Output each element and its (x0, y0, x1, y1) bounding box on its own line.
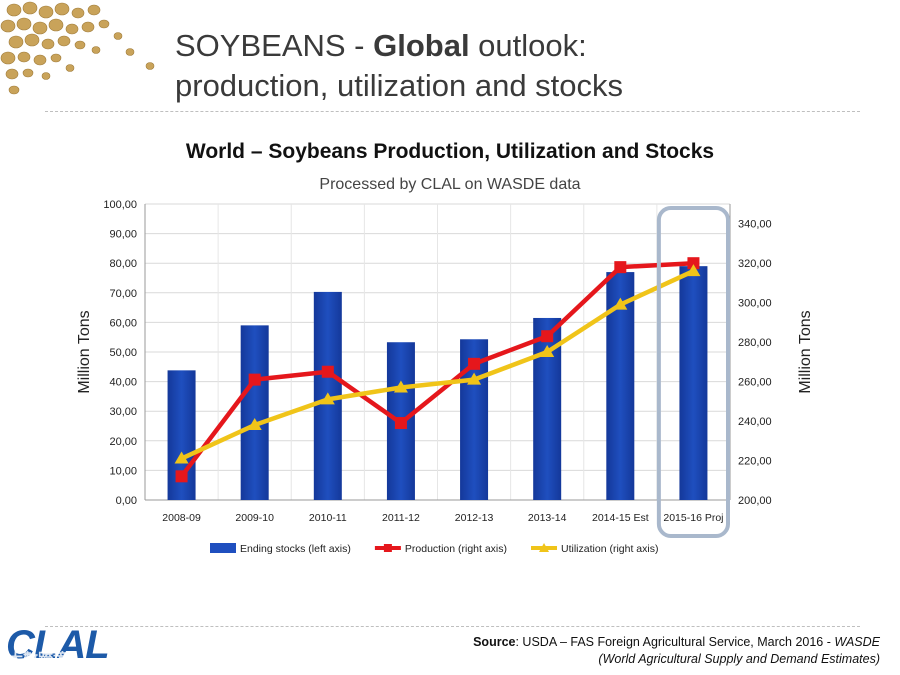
legend-label: Utilization (right axis) (561, 543, 658, 555)
title-bold: Global (373, 28, 470, 63)
point-production (687, 257, 700, 270)
top-divider (45, 111, 860, 112)
bottom-divider (45, 626, 860, 627)
y-tick-left: 60,00 (109, 317, 137, 329)
x-tick-label: 2013-14 (528, 512, 567, 524)
legend-label: Ending stocks (left axis) (240, 543, 351, 555)
source-line2: (World Agricultural Supply and Demand Es… (473, 651, 880, 668)
projection-highlight-box (656, 206, 730, 538)
source-line1: Source: USDA – FAS Foreign Agricultural … (473, 634, 880, 651)
bar-ending-stocks (679, 266, 708, 500)
x-tick-label: 2015-16 Proj (663, 512, 723, 524)
point-utilization (393, 380, 408, 393)
legend-label: Production (right axis) (405, 543, 507, 555)
y-tick-left: 20,00 (109, 436, 137, 448)
legend-swatch-bar (210, 543, 236, 553)
chart-subtitle: Processed by CLAL on WASDE data (319, 176, 581, 193)
point-production (175, 470, 188, 483)
clal-logo: CLAL (6, 623, 110, 667)
source-text: : USDA – FAS Foreign Agricultural Servic… (515, 635, 835, 649)
x-tick-label: 2011-12 (382, 512, 420, 524)
legend-marker (383, 544, 392, 552)
slide-title: SOYBEANS - Global outlook: production, u… (175, 26, 623, 106)
x-tick-label: 2014-15 Est (592, 512, 649, 524)
source-italic: WASDE (834, 635, 880, 649)
point-production (321, 365, 334, 378)
y-tick-right: 280,00 (738, 337, 772, 349)
y-tick-right: 220,00 (738, 456, 772, 468)
line-production (179, 260, 694, 478)
line-utilization (180, 269, 695, 461)
chart-title: World – Soybeans Production, Utilization… (185, 140, 715, 163)
point-production (541, 330, 554, 343)
x-tick-label: 2010-11 (309, 512, 347, 524)
clal-logo-text: CLAL (6, 623, 109, 667)
y-tick-left: 0,00 (116, 495, 137, 507)
slide-title-line2: production, utilization and stocks (175, 68, 624, 103)
point-utilization (247, 418, 262, 431)
title-suffix: outlook: (469, 28, 587, 63)
y-tick-left: 50,00 (109, 347, 137, 359)
point-production (248, 373, 261, 386)
point-utilization (174, 451, 189, 464)
y-tick-right: 200,00 (738, 495, 772, 507)
y-tick-right: 240,00 (738, 416, 772, 428)
point-production (468, 357, 481, 370)
source-note: Source: USDA – FAS Foreign Agricultural … (473, 634, 880, 668)
slide-title-line1: SOYBEANS - Global outlook: (175, 26, 623, 66)
y-tick-left: 10,00 (109, 465, 137, 477)
x-tick-label: 2009-10 (235, 512, 274, 524)
y-tick-left: 70,00 (109, 288, 137, 300)
y-axis-label-left: Million Tons (76, 310, 93, 393)
source-line2-text: (World Agricultural Supply and Demand Es… (598, 652, 880, 666)
point-utilization (686, 264, 701, 277)
source-label: Source (473, 635, 516, 649)
point-production (394, 417, 407, 430)
x-tick-label: 2008-09 (162, 512, 201, 524)
y-tick-left: 100,00 (103, 199, 137, 211)
y-tick-right: 320,00 (738, 258, 772, 270)
legend-marker (539, 543, 550, 552)
y-axis-label-right: Million Tons (797, 310, 814, 393)
title-prefix: SOYBEANS - (175, 28, 374, 63)
y-tick-right: 300,00 (738, 298, 772, 310)
y-tick-right: 260,00 (738, 377, 772, 389)
y-tick-left: 40,00 (109, 377, 137, 389)
y-tick-left: 90,00 (109, 229, 137, 241)
point-utilization (613, 297, 628, 310)
y-tick-left: 80,00 (109, 258, 137, 270)
point-production (614, 261, 627, 274)
y-tick-right: 340,00 (738, 219, 772, 231)
point-utilization (467, 372, 482, 385)
watermark: 大數跨境 (8, 651, 69, 668)
point-utilization (320, 392, 335, 405)
x-tick-label: 2012-13 (455, 512, 494, 524)
point-utilization (540, 345, 555, 357)
y-tick-left: 30,00 (109, 406, 137, 418)
bar-ending-stocks (240, 325, 269, 500)
soybeans-image (0, 1, 155, 95)
